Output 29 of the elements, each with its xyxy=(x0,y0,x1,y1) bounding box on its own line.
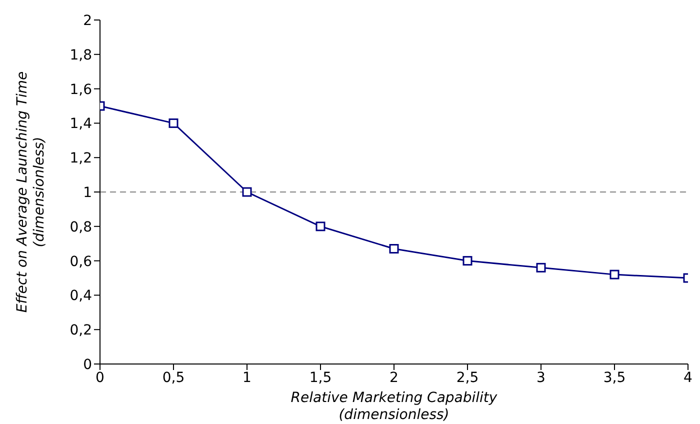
point xyxy=(242,187,252,197)
point xyxy=(316,222,326,232)
point xyxy=(462,256,472,266)
x-tick-label: 4 xyxy=(684,370,693,386)
x-tick-label: 1 xyxy=(242,370,252,386)
y-tick-label: 0,6 xyxy=(70,254,92,270)
x-axis-title: Relative Marketing Capability (dimensionless) xyxy=(290,390,498,423)
y-tick-label: 1,2 xyxy=(70,150,92,167)
y-tick-label: 1,6 xyxy=(70,82,92,98)
y-tick-label: 1 xyxy=(83,184,92,201)
x-tick-label: 1,5 xyxy=(309,370,332,386)
x-tick-label: 0 xyxy=(96,370,104,386)
point xyxy=(168,118,178,128)
x-tick-label: 3,5 xyxy=(603,370,626,386)
x-tick-label: 3 xyxy=(536,370,546,386)
x-tick-label: 2,5 xyxy=(456,370,479,386)
y-tick-label: 2 xyxy=(83,12,92,29)
y-tick-label: 0 xyxy=(83,356,92,373)
y-tick-label: 0,2 xyxy=(70,322,92,339)
point xyxy=(536,262,546,272)
x-tick-label: 0,5 xyxy=(162,370,185,386)
y-tick-label: 1,4 xyxy=(70,116,92,132)
y-tick-label: 1,8 xyxy=(70,47,92,64)
point xyxy=(610,270,620,280)
y-tick-label: 0,4 xyxy=(70,288,92,304)
x-tick-label: 2 xyxy=(390,370,398,386)
y-axis-title: Effect on Average Launching Time (dimensionless) xyxy=(14,71,48,313)
point xyxy=(389,244,399,254)
y-tick-label: 0,8 xyxy=(70,219,92,236)
